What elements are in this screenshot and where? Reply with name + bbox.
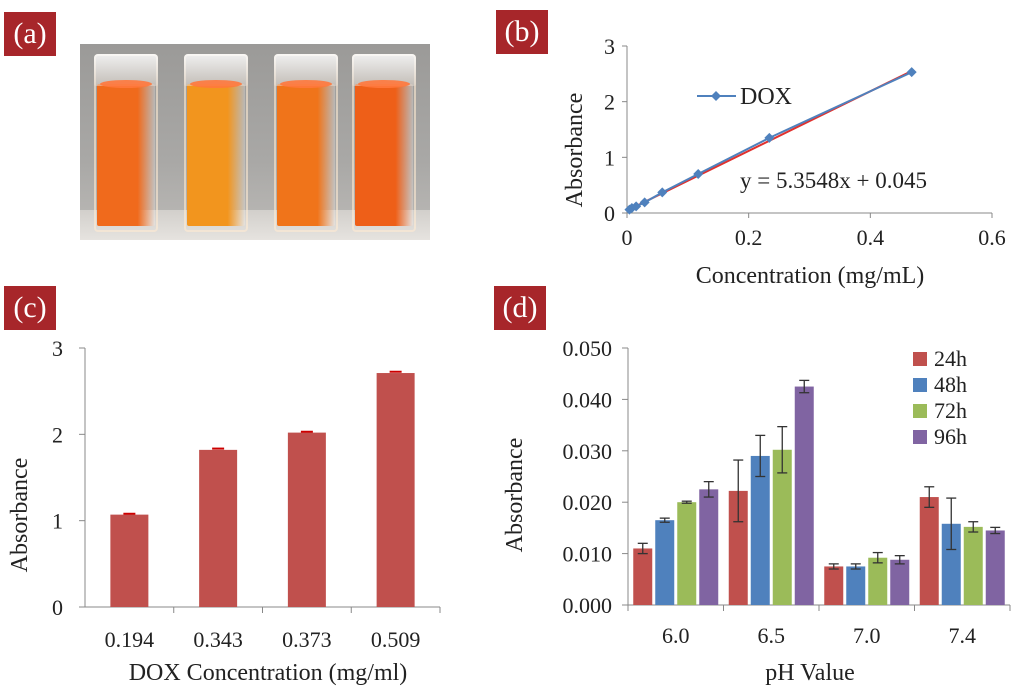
bar xyxy=(376,373,415,607)
y-tick-label: 0.050 xyxy=(563,336,613,361)
legend-label: 72h xyxy=(934,398,967,423)
x-tick-label: 0.343 xyxy=(193,627,243,652)
data-point xyxy=(657,187,668,198)
x-tick-label: 6.5 xyxy=(758,623,786,648)
ph-release-bar-chart: 0.000 0.010 0.020 0.030 0.040 0.050 6.0 6.5 7.0 7… xyxy=(502,336,1011,686)
bar xyxy=(985,530,1005,605)
legend-marker xyxy=(711,91,721,101)
bar xyxy=(941,523,961,605)
cuvette-1 xyxy=(94,54,158,232)
x-tick-label: 0.194 xyxy=(105,627,155,652)
data-point xyxy=(906,67,917,78)
cuvette-meniscus xyxy=(100,80,152,88)
x-axis-title: DOX Concentration (mg/ml) xyxy=(129,660,408,686)
cuvette-liquid xyxy=(97,84,155,226)
bar xyxy=(699,489,719,605)
y-tick-label: 1 xyxy=(52,509,63,534)
x-tick-label: 7.4 xyxy=(949,623,977,648)
bar xyxy=(110,514,149,607)
x-tick-label: 0.509 xyxy=(371,627,421,652)
y-tick-label: 2 xyxy=(604,90,615,115)
bar xyxy=(890,559,910,605)
legend-label: 24h xyxy=(934,346,967,371)
y-tick-label: 3 xyxy=(52,336,63,361)
y-tick-label: 0.000 xyxy=(563,593,613,618)
y-tick-label: 0.010 xyxy=(563,542,613,567)
cuvette-2 xyxy=(184,54,248,232)
legend-swatch xyxy=(913,430,927,444)
bar xyxy=(633,548,653,605)
x-tick-label: 0 xyxy=(622,225,633,250)
bar xyxy=(199,449,238,607)
cuvette-meniscus xyxy=(280,80,332,88)
trendline-equation: y = 5.3548x + 0.045 xyxy=(740,168,927,193)
bar xyxy=(655,520,675,605)
cuvette-meniscus xyxy=(358,80,410,88)
bar xyxy=(824,566,844,605)
legend-swatch xyxy=(913,404,927,418)
x-tick-label: 0.4 xyxy=(857,225,885,250)
bar xyxy=(287,432,326,607)
cuvette-3 xyxy=(274,54,338,232)
bar xyxy=(750,455,770,605)
cuvette-meniscus xyxy=(190,80,242,88)
legend-swatch xyxy=(913,378,927,392)
cuvette-liquid xyxy=(187,84,245,226)
cuvette-4 xyxy=(352,54,416,232)
cuvette-liquid xyxy=(277,84,335,226)
y-tick-label: 2 xyxy=(52,422,63,447)
y-axis-title: Absorbance xyxy=(502,438,528,553)
data-point xyxy=(639,197,650,208)
data-point xyxy=(764,132,775,143)
bar xyxy=(728,490,748,605)
legend-label: 96h xyxy=(934,424,967,449)
panel-c-tag: (c) xyxy=(4,286,56,330)
panel-b-tag: (b) xyxy=(496,10,548,54)
cuvette-liquid xyxy=(355,84,413,226)
data-point xyxy=(693,169,704,180)
panel-a-tag: (a) xyxy=(4,12,56,56)
y-tick-label: 3 xyxy=(604,34,615,59)
x-tick-label: 0.373 xyxy=(282,627,332,652)
legend-swatch xyxy=(913,352,927,366)
legend-label: 48h xyxy=(934,372,967,397)
y-tick-label: 0.030 xyxy=(563,439,613,464)
dox-concentration-bar-chart: 0 1 2 3 0.194 0.343 0.373 0.509 DOX Concentratio… xyxy=(7,336,441,686)
calibration-line-chart: 0 1 2 3 0 0.2 0.4 0.6 DOX y = 5.3548x + 0.045 Conc… xyxy=(562,34,1006,289)
data-point xyxy=(631,201,642,212)
panel-d-tag: (d) xyxy=(494,286,546,330)
y-axis-title: Absorbance xyxy=(7,458,33,573)
bar xyxy=(963,526,983,605)
cuvette-photo xyxy=(80,44,430,240)
y-axis-title: Absorbance xyxy=(562,93,588,208)
y-tick-label: 0.040 xyxy=(563,387,613,412)
y-tick-label: 0 xyxy=(52,595,63,620)
bar xyxy=(677,502,697,605)
bar xyxy=(846,566,866,605)
x-tick-label: 7.0 xyxy=(853,623,881,648)
y-tick-label: 0.020 xyxy=(563,490,613,515)
x-axis-title: pH Value xyxy=(765,660,855,686)
legend-label: DOX xyxy=(740,84,792,110)
bar xyxy=(794,386,814,605)
bar xyxy=(919,497,939,605)
y-tick-label: 0 xyxy=(604,201,615,226)
x-tick-label: 0.6 xyxy=(978,225,1006,250)
x-axis-title: Concentration (mg/mL) xyxy=(696,263,925,289)
bar xyxy=(772,449,792,605)
x-tick-label: 0.2 xyxy=(735,225,763,250)
bar xyxy=(868,557,888,605)
y-tick-label: 1 xyxy=(604,145,615,170)
x-tick-label: 6.0 xyxy=(662,623,690,648)
